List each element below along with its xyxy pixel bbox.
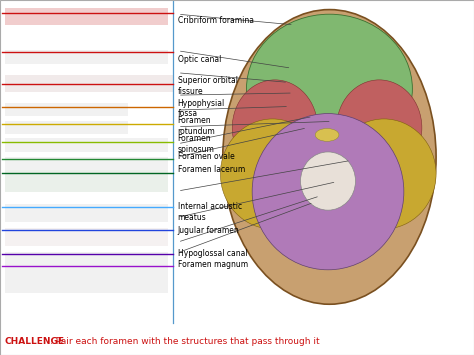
FancyBboxPatch shape (5, 103, 128, 116)
Ellipse shape (246, 14, 412, 163)
Ellipse shape (301, 152, 356, 210)
Text: Foramen
spinosum: Foramen spinosum (178, 134, 215, 154)
Text: CHALLENGE: CHALLENGE (5, 337, 65, 346)
FancyBboxPatch shape (5, 252, 168, 267)
Text: Internal acoustic
meatus: Internal acoustic meatus (178, 202, 242, 222)
Text: Hypophysial
fossa: Hypophysial fossa (178, 99, 225, 118)
Text: Foramen lacerum: Foramen lacerum (178, 165, 245, 174)
Ellipse shape (337, 80, 422, 176)
Text: Cribriform foramina: Cribriform foramina (178, 16, 254, 25)
Text: Foramen
rotundum: Foramen rotundum (178, 116, 216, 136)
Ellipse shape (223, 10, 436, 304)
Text: Foramen ovale: Foramen ovale (178, 152, 235, 161)
Ellipse shape (220, 119, 325, 229)
Text: Foramen magnum: Foramen magnum (178, 260, 248, 269)
Text: Hypoglossal canal: Hypoglossal canal (178, 249, 247, 258)
FancyBboxPatch shape (5, 170, 168, 192)
FancyBboxPatch shape (5, 75, 173, 92)
FancyBboxPatch shape (5, 157, 168, 170)
FancyBboxPatch shape (5, 8, 168, 25)
FancyBboxPatch shape (5, 228, 168, 246)
FancyBboxPatch shape (5, 50, 168, 64)
FancyBboxPatch shape (5, 121, 128, 134)
Text: Optic canal: Optic canal (178, 55, 221, 64)
Text: : Pair each foramen with the structures that pass through it: : Pair each foramen with the structures … (50, 337, 319, 346)
FancyBboxPatch shape (5, 204, 168, 222)
Ellipse shape (332, 119, 436, 229)
Ellipse shape (315, 129, 339, 141)
Text: Superior orbital
fissure: Superior orbital fissure (178, 76, 238, 96)
FancyBboxPatch shape (5, 138, 168, 152)
FancyBboxPatch shape (5, 264, 168, 293)
Ellipse shape (252, 114, 404, 270)
Ellipse shape (232, 80, 318, 176)
Text: Jugular foramen: Jugular foramen (178, 226, 239, 235)
